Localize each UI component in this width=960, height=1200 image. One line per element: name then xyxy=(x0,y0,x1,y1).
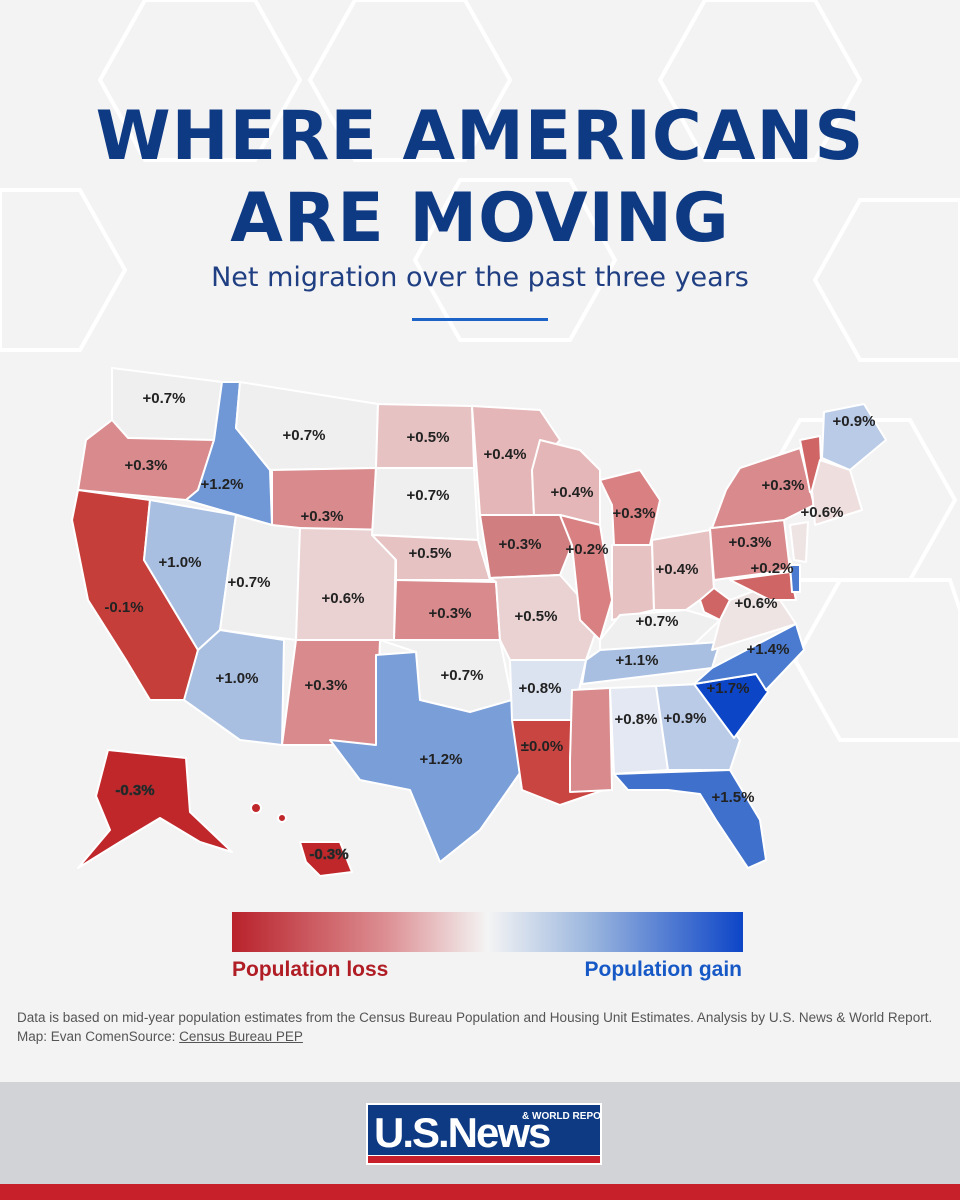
state-az xyxy=(183,629,285,746)
state-label-pa: +0.3% xyxy=(729,534,772,551)
state-va xyxy=(711,584,797,651)
state-label-md: +0.2% xyxy=(751,560,794,577)
state-hi-islet xyxy=(250,802,262,814)
state-label-mn: +0.4% xyxy=(484,446,527,463)
state-label-me: +0.9% xyxy=(833,413,876,430)
state-label-mt: +0.7% xyxy=(283,427,326,444)
state-fl xyxy=(613,769,767,869)
state-label-tx: +1.2% xyxy=(420,751,463,768)
state-label-co: +0.6% xyxy=(322,590,365,607)
state-label-nd: +0.5% xyxy=(407,429,450,446)
state-me xyxy=(821,403,887,471)
state-label-wy: +0.3% xyxy=(301,508,344,525)
state-label-id: +1.2% xyxy=(201,476,244,493)
logo-main-text: U.S.News xyxy=(374,1109,550,1156)
state-label-ak: -0.3% xyxy=(115,782,154,799)
legend-gain-label: Population gain xyxy=(584,958,743,981)
state-label-ut: +0.7% xyxy=(228,574,271,591)
us-map: +0.7% +0.3% -0.1% +1.2% +1.0% +0.7% +0.3% +0.7%… xyxy=(71,367,887,877)
state-label-ks: +0.3% xyxy=(429,605,472,622)
state-ms xyxy=(569,687,613,793)
state-label-hi: -0.3% xyxy=(309,846,348,863)
legend-gradient xyxy=(232,912,743,952)
state-tx xyxy=(329,651,523,863)
state-hi-islet xyxy=(277,813,287,823)
state-label-wa: +0.7% xyxy=(143,390,186,407)
state-label-ne: +0.5% xyxy=(409,545,452,562)
state-label-mi: +0.3% xyxy=(613,505,656,522)
state-label-sd: +0.7% xyxy=(407,487,450,504)
page-title: WHERE AMERICANS ARE MOVING xyxy=(0,96,960,260)
state-label-va: +0.6% xyxy=(735,595,778,612)
state-wi xyxy=(531,439,601,526)
state-label-al: +0.8% xyxy=(615,711,658,728)
state-label-wi: +0.4% xyxy=(551,484,594,501)
state-tn xyxy=(581,641,721,685)
page-subtitle: Net migration over the past three years xyxy=(211,262,749,293)
state-ga xyxy=(655,683,741,771)
state-label-sc: +1.7% xyxy=(707,680,750,697)
state-de xyxy=(789,564,801,593)
state-label-oh: +0.4% xyxy=(656,561,699,578)
state-label-tn: +1.1% xyxy=(616,652,659,669)
state-label-mo: +0.5% xyxy=(515,608,558,625)
footer-red-bar xyxy=(0,1184,960,1200)
source-note-prefix: Map: Evan ComenSource: xyxy=(17,1029,180,1044)
state-label-nv: +1.0% xyxy=(159,554,202,571)
usnews-logo: U.S.News & WORLD REPORT xyxy=(366,1103,602,1165)
state-label-ia: +0.3% xyxy=(499,536,542,553)
source-note: Data is based on mid-year population est… xyxy=(17,1008,942,1046)
state-hi xyxy=(299,841,353,877)
title-line-1: WHERE AMERICANS xyxy=(95,97,865,176)
state-label-ny: +0.3% xyxy=(762,477,805,494)
state-in xyxy=(611,544,655,621)
state-label-la: ±0.0% xyxy=(521,738,563,755)
source-note-line-1: Data is based on mid-year population est… xyxy=(17,1010,933,1025)
state-ny xyxy=(711,447,815,529)
state-label-nc: +1.4% xyxy=(747,641,790,658)
state-label-ar: +0.8% xyxy=(519,680,562,697)
state-ak xyxy=(77,749,233,869)
state-label-nm: +0.3% xyxy=(305,677,348,694)
state-label-or: +0.3% xyxy=(125,457,168,474)
state-label-az: +1.0% xyxy=(216,670,259,687)
state-label-il: +0.2% xyxy=(566,541,609,558)
state-label-fl: +1.5% xyxy=(712,789,755,806)
state-sd xyxy=(371,467,479,541)
source-note-line-2: Map: Evan ComenSource: Census Bureau PEP xyxy=(17,1027,942,1046)
state-label-ky: +0.7% xyxy=(636,613,679,630)
title-divider xyxy=(412,318,548,321)
state-label-ok: +0.7% xyxy=(441,667,484,684)
legend-loss-label: Population loss xyxy=(232,958,389,981)
state-md xyxy=(729,571,797,601)
source-link[interactable]: Census Bureau PEP xyxy=(179,1029,303,1044)
state-label-ga: +0.9% xyxy=(664,710,707,727)
logo-small-text: & WORLD REPORT xyxy=(522,1111,602,1122)
state-nj xyxy=(789,521,809,563)
state-label-ne-coast: +0.6% xyxy=(801,504,844,521)
state-label-ca: -0.1% xyxy=(104,599,143,616)
title-line-2: ARE MOVING xyxy=(230,179,730,258)
